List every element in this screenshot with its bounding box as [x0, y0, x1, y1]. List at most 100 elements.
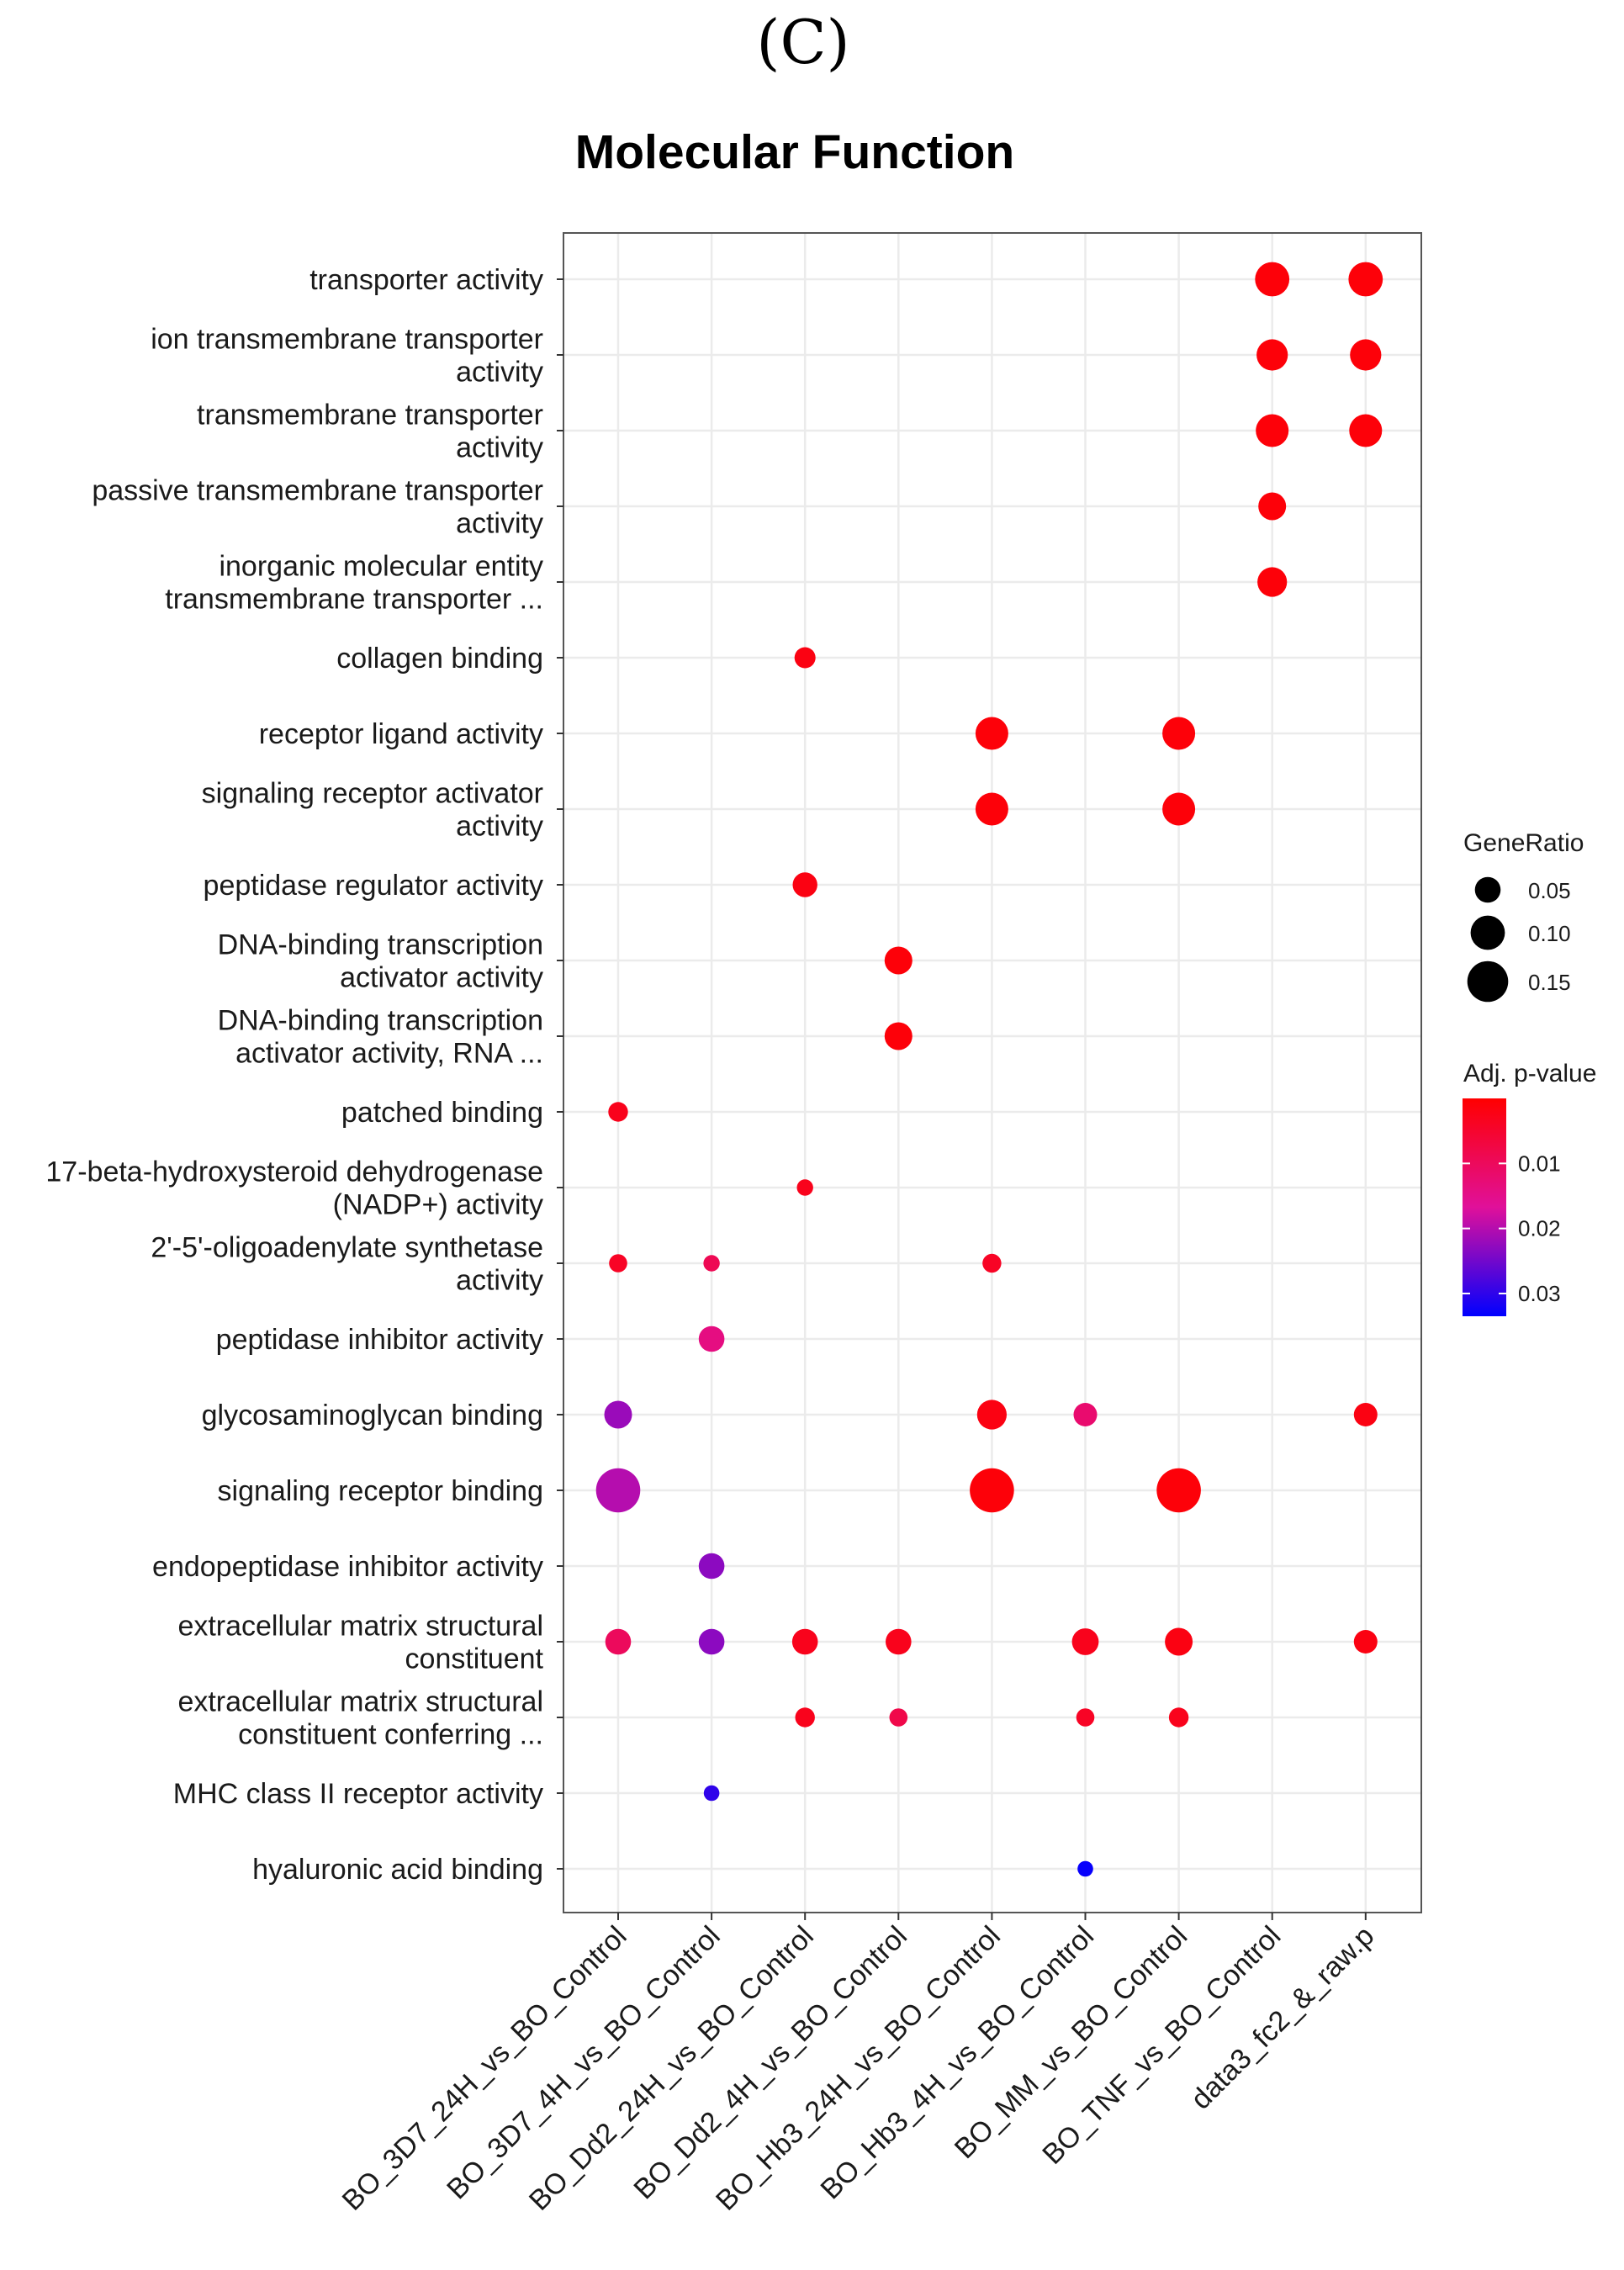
y-tick-label-line: activity	[456, 508, 543, 540]
y-axis: transporter activity ion transmembrane tr…	[45, 264, 563, 1886]
data-point	[698, 1628, 725, 1655]
y-tick-label: glycosaminoglycan binding	[202, 1400, 543, 1431]
y-tick-label-line: (NADP+) activity	[333, 1189, 543, 1221]
chart-title: Molecular Function	[575, 125, 1015, 179]
y-tick-label-line: DNA-binding transcription	[218, 929, 543, 961]
y-tick-label-line: receptor ligand activity	[259, 718, 543, 750]
data-point	[889, 1708, 908, 1727]
data-point	[595, 1468, 641, 1513]
y-tick-label: extracellular matrix structural constitue…	[177, 1611, 543, 1675]
y-tick-label-line: signaling receptor activator	[202, 778, 543, 810]
size-legend-label: 0.15	[1528, 970, 1571, 995]
y-tick-label-line: transporter activity	[309, 264, 543, 296]
color-legend-label: 0.01	[1518, 1151, 1561, 1176]
color-legend-title: Adj. p-value	[1463, 1060, 1596, 1087]
y-tick-label-line: activity	[456, 1265, 543, 1297]
y-tick-label: DNA-binding transcription activator activ…	[218, 929, 543, 994]
data-point	[792, 872, 817, 897]
data-point	[1255, 262, 1290, 297]
y-tick-label-line: endopeptidase inhibitor activity	[152, 1551, 543, 1583]
data-point	[703, 1785, 720, 1802]
data-point	[698, 1325, 725, 1352]
y-tick-label: signaling receptor binding	[218, 1475, 543, 1507]
data-point	[884, 1022, 913, 1050]
data-point	[976, 1400, 1007, 1430]
data-point	[796, 1179, 813, 1196]
data-point	[1165, 1627, 1193, 1656]
data-point	[608, 1102, 628, 1122]
y-tick-label-line: transmembrane transporter ...	[165, 584, 543, 616]
y-tick-label: patched binding	[341, 1097, 543, 1129]
y-tick-label-line: inorganic molecular entity	[219, 551, 543, 583]
size-legend-label: 0.10	[1528, 921, 1571, 946]
y-tick-label: endopeptidase inhibitor activity	[152, 1551, 543, 1583]
y-tick-label-line: signaling receptor binding	[218, 1475, 543, 1507]
points-layer	[595, 262, 1383, 1877]
y-tick-label-line: DNA-binding transcription	[218, 1005, 543, 1037]
data-point	[1077, 1860, 1093, 1877]
data-point	[604, 1400, 632, 1429]
y-tick-label: collagen binding	[336, 643, 543, 675]
y-tick-label: passive transmembrane transporter activit…	[92, 475, 543, 540]
data-point	[791, 1628, 818, 1655]
y-tick-label: DNA-binding transcription activator activ…	[218, 1005, 543, 1070]
data-point	[1156, 1468, 1201, 1513]
data-point	[886, 1628, 912, 1655]
y-tick-label-line: activator activity, RNA ...	[235, 1038, 543, 1070]
data-point	[1168, 1707, 1189, 1728]
y-tick-label: extracellular matrix structural constitue…	[177, 1686, 543, 1751]
y-tick-label-line: MHC class II receptor activity	[173, 1778, 543, 1810]
y-tick-label: transporter activity	[309, 264, 543, 296]
color-legend-bar	[1463, 1098, 1506, 1316]
data-point	[975, 792, 1008, 826]
data-point	[1350, 339, 1382, 371]
size-legend-label: 0.05	[1528, 878, 1571, 903]
y-tick-label: receptor ligand activity	[259, 718, 543, 750]
data-point	[605, 1628, 632, 1655]
y-tick-label-line: ion transmembrane transporter	[151, 324, 543, 356]
data-point	[975, 717, 1008, 750]
y-tick-label-line: extracellular matrix structural	[177, 1611, 543, 1643]
y-tick-label: 2'-5'-oligoadenylate synthetase activity	[151, 1232, 543, 1297]
y-tick-label-line: glycosaminoglycan binding	[202, 1400, 543, 1431]
data-point	[703, 1255, 720, 1272]
y-tick-label-line: transmembrane transporter	[197, 399, 543, 431]
data-point	[698, 1553, 725, 1579]
data-point	[884, 946, 913, 975]
y-tick-label: peptidase inhibitor activity	[216, 1324, 543, 1356]
y-tick-label-line: activity	[456, 432, 543, 464]
size-legend-title: GeneRatio	[1463, 829, 1584, 857]
y-tick-label: MHC class II receptor activity	[173, 1778, 543, 1810]
y-tick-label-line: peptidase regulator activity	[204, 870, 543, 902]
y-tick-label-line: activator activity	[340, 962, 543, 994]
data-point	[982, 1253, 1002, 1273]
size-legend-key	[1470, 915, 1505, 950]
y-tick-label: signaling receptor activator activity	[202, 778, 543, 843]
color-legend-label: 0.02	[1518, 1216, 1561, 1241]
data-point	[1348, 262, 1383, 297]
data-point	[609, 1254, 627, 1273]
size-legend-key	[1467, 960, 1509, 1003]
y-tick-label: ion transmembrane transporter activity	[151, 324, 543, 389]
y-tick-label: inorganic molecular entity transmembrane …	[165, 551, 543, 616]
data-point	[794, 647, 816, 669]
y-tick-label-line: patched binding	[341, 1097, 543, 1129]
data-point	[1353, 1403, 1378, 1426]
size-legend-key	[1474, 876, 1501, 903]
y-tick-label-line: activity	[456, 811, 543, 843]
y-tick-label: 17-beta-hydroxysteroid dehydrogenase (NAD…	[45, 1156, 543, 1221]
y-tick-label-line: peptidase inhibitor activity	[216, 1324, 543, 1356]
data-point	[1256, 339, 1288, 371]
y-tick-label-line: 17-beta-hydroxysteroid dehydrogenase	[45, 1156, 543, 1188]
data-point	[1071, 1628, 1099, 1655]
y-tick-label: peptidase regulator activity	[204, 870, 543, 902]
data-point	[1256, 414, 1289, 447]
y-tick-label: hyaluronic acid binding	[252, 1854, 543, 1886]
y-tick-label-line: constituent	[405, 1643, 544, 1675]
y-tick-label-line: hyaluronic acid binding	[252, 1854, 543, 1886]
y-tick-label-line: passive transmembrane transporter	[92, 475, 543, 507]
data-point	[1353, 1630, 1378, 1654]
data-point	[1076, 1708, 1095, 1727]
data-point	[1073, 1403, 1098, 1426]
